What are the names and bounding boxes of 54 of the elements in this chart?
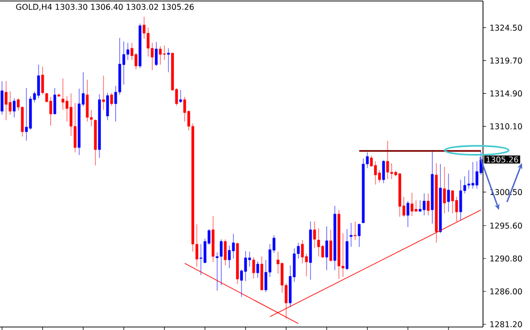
candlestick [313,221,316,248]
candlestick [256,261,260,278]
candlestick [418,200,422,212]
candlestick [406,200,410,228]
candlestick [167,48,170,72]
candlestick [146,27,150,57]
candlestick [86,80,89,122]
candlestick [329,230,332,262]
candlestick [374,161,377,185]
candlestick [224,239,227,266]
candlestick [451,190,454,214]
candlestick [350,222,352,248]
candlestick [317,228,320,257]
candlestick [410,192,414,216]
candlestick [244,250,247,282]
candlestick [179,90,182,104]
candlestick [25,88,28,141]
candlestick [443,166,446,214]
candlestick [4,80,8,120]
candlestick [200,244,202,276]
candlestick [74,102,76,153]
candlestick [422,193,426,216]
candlestick [220,239,223,286]
candlestick [41,66,44,96]
candlestick [37,64,40,98]
candlestick [459,180,462,220]
candlestick [62,78,64,110]
candlestick [106,92,109,120]
candlestick [476,161,478,189]
candlestick [382,160,385,184]
candlestick [325,226,328,270]
candlestick [301,240,304,264]
candlestick [426,193,430,216]
candlestick [390,163,394,180]
candlestick [154,42,158,66]
candlestick [53,88,56,114]
candlestick [467,170,470,189]
candlestick [232,234,235,259]
candlestick [8,91,12,115]
candlestick [354,221,357,240]
candlestick [158,46,162,65]
candlestick [228,245,231,268]
candlestick [0,80,4,115]
candlestick [471,162,474,189]
candlestick [414,200,418,212]
candlestick [12,98,16,118]
candlestick [252,256,256,279]
candlestick [110,92,113,106]
candlestick [447,173,450,212]
candlestick [358,223,361,248]
candlestick [386,140,389,180]
candlestick [102,75,105,110]
candlestick [49,96,52,126]
candlestick [163,45,166,60]
